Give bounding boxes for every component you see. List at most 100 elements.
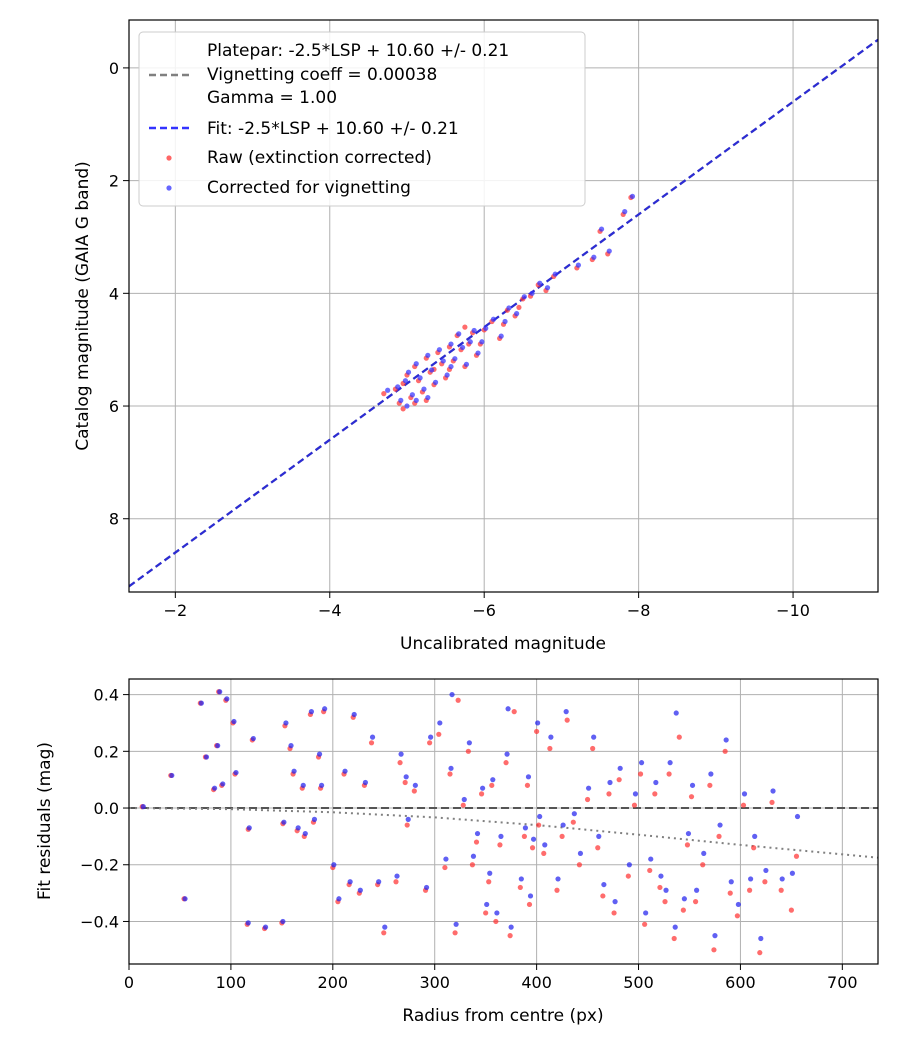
data-point	[508, 924, 514, 930]
data-point	[576, 862, 583, 868]
data-point	[707, 782, 713, 788]
data-point	[653, 779, 659, 786]
data-point	[448, 765, 454, 771]
data-point	[302, 830, 308, 837]
data-point	[748, 876, 754, 882]
data-point	[728, 879, 734, 885]
data-point	[552, 271, 558, 277]
data-point	[404, 822, 410, 828]
data-point	[262, 924, 269, 930]
data-point	[246, 825, 252, 831]
data-point	[437, 720, 443, 726]
x-tick-label: 200	[318, 973, 349, 992]
data-point	[432, 379, 439, 385]
fit-line	[129, 38, 878, 588]
data-point	[637, 771, 644, 777]
data-point	[712, 933, 718, 939]
top-y-axis-label: Catalog magnitude (GAIA G band)	[73, 161, 93, 451]
data-point	[722, 748, 728, 754]
data-point	[376, 879, 382, 885]
data-point	[224, 696, 230, 702]
data-point	[212, 785, 218, 791]
legend-corrected-text: Corrected for vignetting	[207, 178, 411, 198]
data-point	[427, 740, 433, 746]
data-point	[308, 709, 315, 715]
data-point	[778, 887, 784, 893]
data-point	[717, 822, 723, 828]
data-point	[626, 862, 632, 868]
data-point	[357, 887, 363, 893]
y-tick-label: 4	[109, 284, 119, 303]
data-point	[537, 813, 543, 820]
data-point	[535, 720, 541, 726]
data-point	[182, 896, 188, 902]
main-scatter-chart: −2 −4 −6 −8 −10 0 2 4 6 8 Uncalibrated magnitude…	[73, 19, 879, 654]
data-point	[412, 782, 418, 788]
data-point	[526, 901, 533, 908]
data-point	[465, 748, 471, 754]
data-point	[612, 899, 618, 905]
data-point	[789, 870, 796, 876]
data-point	[648, 856, 654, 862]
data-point	[727, 890, 733, 896]
data-point	[448, 341, 454, 347]
data-point	[449, 691, 455, 698]
data-point	[280, 918, 286, 925]
data-point	[542, 842, 548, 848]
data-point	[442, 864, 448, 871]
data-point	[521, 294, 527, 300]
data-point	[506, 305, 512, 311]
data-point	[400, 406, 406, 412]
data-point	[770, 788, 776, 794]
y-tick-label: 2	[109, 172, 119, 191]
data-point	[466, 740, 472, 746]
data-point	[529, 290, 535, 296]
data-point	[448, 363, 454, 370]
legend-vignetting-text: Vignetting coeff = 0.00038	[207, 65, 437, 85]
data-point	[694, 887, 700, 893]
data-point	[456, 331, 462, 337]
data-point	[452, 356, 458, 362]
data-point	[631, 802, 638, 808]
data-point	[220, 781, 226, 787]
data-point	[473, 839, 480, 845]
data-point	[425, 352, 431, 358]
data-point	[598, 226, 605, 232]
data-point	[762, 879, 768, 885]
data-point	[525, 774, 532, 780]
data-point	[591, 254, 597, 260]
data-point	[250, 735, 256, 742]
data-point	[652, 791, 658, 797]
data-point	[563, 709, 569, 715]
data-point	[382, 924, 388, 930]
data-point	[564, 717, 570, 723]
data-point	[684, 842, 691, 848]
x-tick-label: −4	[318, 601, 342, 620]
data-point	[395, 384, 401, 390]
data-point	[413, 397, 419, 403]
data-point	[632, 791, 639, 797]
data-point	[757, 950, 763, 956]
data-point	[688, 794, 695, 800]
data-point	[474, 830, 481, 837]
y-tick-label: 0	[109, 59, 119, 78]
data-point	[511, 709, 517, 715]
data-point	[440, 358, 446, 364]
data-point	[763, 867, 769, 874]
data-point	[747, 887, 753, 893]
data-point	[530, 836, 537, 842]
y-tick-label: 0.4	[94, 686, 119, 705]
data-point	[647, 867, 653, 874]
data-point	[409, 392, 415, 398]
data-point	[769, 799, 775, 805]
data-point	[490, 316, 497, 322]
residuals-scatter-chart: 0 100 200 300 400 500 600 700 0.4 0.2 0.0 −0.2 −0.4…	[35, 678, 879, 1026]
data-point	[629, 193, 636, 199]
data-point	[483, 325, 489, 331]
data-point	[198, 700, 204, 706]
data-point	[362, 779, 369, 786]
data-point	[622, 209, 628, 215]
data-point	[319, 782, 325, 788]
data-point	[692, 899, 699, 905]
data-point	[642, 921, 648, 927]
